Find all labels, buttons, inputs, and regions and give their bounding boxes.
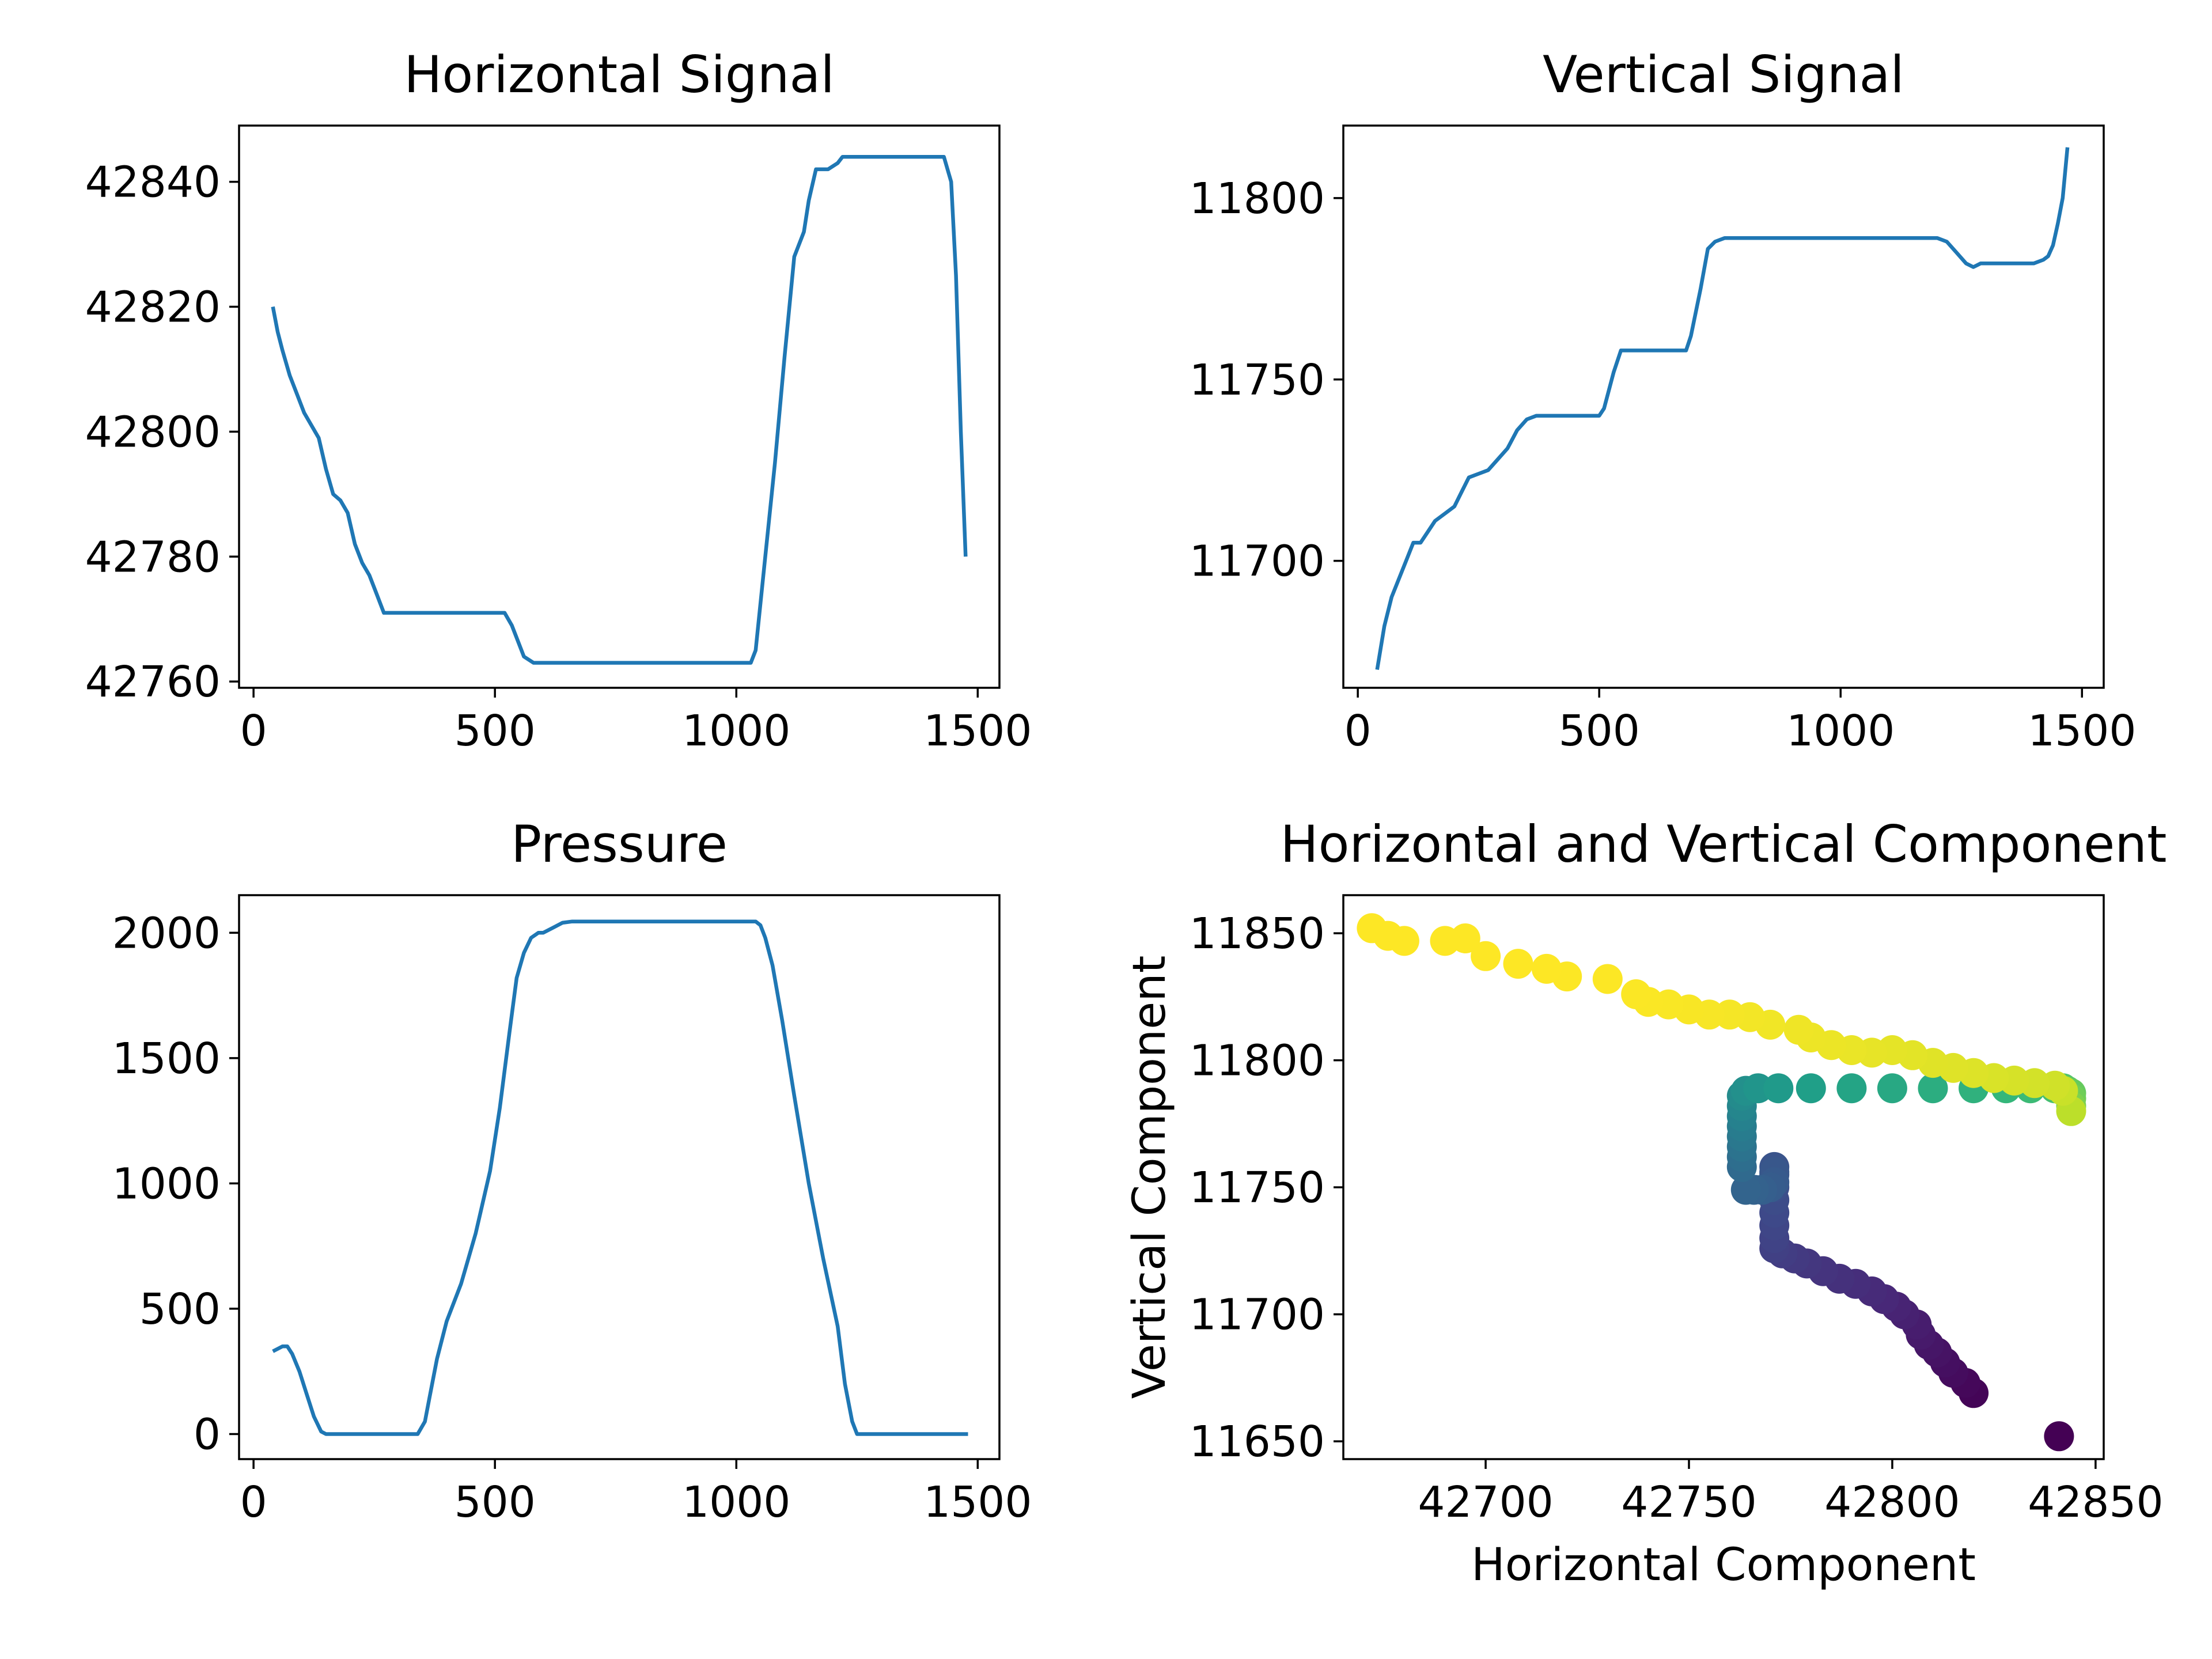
chart-4-point (2044, 1421, 2074, 1452)
chart-4-point (1730, 1175, 1761, 1205)
chart-4-point (1877, 1073, 1907, 1104)
chart-4-y-tick-label: 11700 (1190, 1290, 1325, 1340)
chart-4-title: Horizontal and Vertical Component (1280, 815, 2166, 874)
chart-3-title: Pressure (511, 815, 728, 874)
chart-4-y-tick-label: 11800 (1190, 1036, 1325, 1086)
chart-2-x-tick-label: 500 (1559, 706, 1640, 756)
chart-4-point (1621, 979, 1652, 1009)
chart-3-x-tick-label: 500 (454, 1478, 536, 1527)
chart-4-point (1592, 964, 1623, 994)
chart-4-x-tick-label: 42800 (1824, 1478, 1960, 1527)
chart-1-y-tick-label: 42800 (85, 407, 221, 457)
chart-2-x-tick-label: 1000 (1786, 706, 1895, 756)
chart-1-y-tick-label: 42780 (85, 532, 221, 582)
chart-3-y-tick-label: 2000 (112, 908, 221, 958)
chart-3-pressure: Pressure 0 500 1000 1500 0 500 1000 1500 2000 (112, 815, 1032, 1527)
chart-2-y-tick-label: 11800 (1190, 174, 1325, 224)
chart-1-y-tick-label: 42760 (85, 657, 221, 707)
chart-4-y-axis-label: Vertical Component (1124, 956, 1176, 1399)
chart-4-y-tick-label: 11650 (1190, 1417, 1325, 1467)
chart-1-x-tick-label: 1500 (923, 706, 1032, 756)
chart-4-horizontal-and-vertical-component: Horizontal and Vertical Component 42700 42… (1124, 815, 2167, 1591)
chart-4-point (1430, 926, 1460, 956)
chart-4-point (1471, 941, 1501, 971)
chart-4-point (1531, 953, 1562, 984)
chart-3-x-tick-label: 1000 (682, 1478, 790, 1527)
chart-3-x-tick-label: 1500 (923, 1478, 1032, 1527)
chart-4-point (1918, 1073, 1948, 1104)
chart-1-axes-frame (238, 124, 1001, 689)
chart-3-marks (272, 919, 968, 1436)
chart-2-x-tick-label: 1500 (2028, 706, 2136, 756)
chart-3-y-tick-label: 0 (194, 1410, 221, 1459)
chart-2-vertical-signal: Vertical Signal 0 500 1000 1500 11700 11750 118… (1190, 45, 2137, 756)
chart-1-y-tick-label: 42820 (85, 282, 221, 332)
chart-1-x-tick-label: 0 (240, 706, 267, 756)
chart-1-marks (271, 154, 968, 665)
chart-4-y-tick-label: 11850 (1190, 909, 1325, 959)
chart-2-y-tick-label: 11700 (1190, 537, 1325, 586)
chart-3-y-tick-label: 500 (139, 1285, 221, 1334)
chart-1-horizontal-signal: Horizontal Signal 0 500 1000 1500 42760 42780 4… (85, 45, 1032, 756)
chart-4-x-axis-label: Horizontal Component (1471, 1539, 1976, 1591)
chart-3-y-tick-label: 1000 (112, 1159, 221, 1209)
chart-2-title: Vertical Signal (1543, 45, 1904, 104)
chart-4-point (1503, 949, 1533, 979)
chart-2-series-line (1375, 147, 2070, 671)
chart-4-x-tick-label: 42750 (1621, 1478, 1756, 1527)
chart-4-marks (1357, 913, 2086, 1452)
chart-4-point (1796, 1073, 1826, 1104)
chart-4-y-tick-label: 11750 (1190, 1163, 1325, 1213)
chart-4-point (1357, 913, 1387, 944)
chart-1-title: Horizontal Signal (404, 45, 835, 104)
chart-2-marks (1375, 147, 2070, 671)
chart-4-point (1836, 1073, 1867, 1104)
chart-3-series-line (272, 919, 968, 1436)
subplots: Horizontal Signal 0 500 1000 1500 42760 42780 4… (85, 45, 2167, 1591)
chart-3-y-tick-label: 1500 (112, 1034, 221, 1084)
chart-3-axes-frame (238, 894, 1001, 1460)
chart-1-y-tick-label: 42840 (85, 158, 221, 207)
chart-2-x-tick-label: 0 (1344, 706, 1372, 756)
chart-1-x-tick-label: 500 (454, 706, 536, 756)
chart-2-axes-frame (1342, 124, 2105, 689)
chart-4-x-tick-label: 42850 (2028, 1478, 2163, 1527)
chart-1-x-tick-label: 1000 (682, 706, 790, 756)
chart-2-y-tick-label: 11750 (1190, 355, 1325, 405)
chart-4-axes-frame (1342, 894, 2105, 1460)
chart-4-point (1783, 1014, 1814, 1045)
chart-4-point (1763, 1073, 1794, 1104)
chart-4-x-tick-label: 42700 (1418, 1478, 1553, 1527)
chart-1-series-line (271, 154, 968, 665)
chart-3-x-tick-label: 0 (240, 1478, 267, 1527)
